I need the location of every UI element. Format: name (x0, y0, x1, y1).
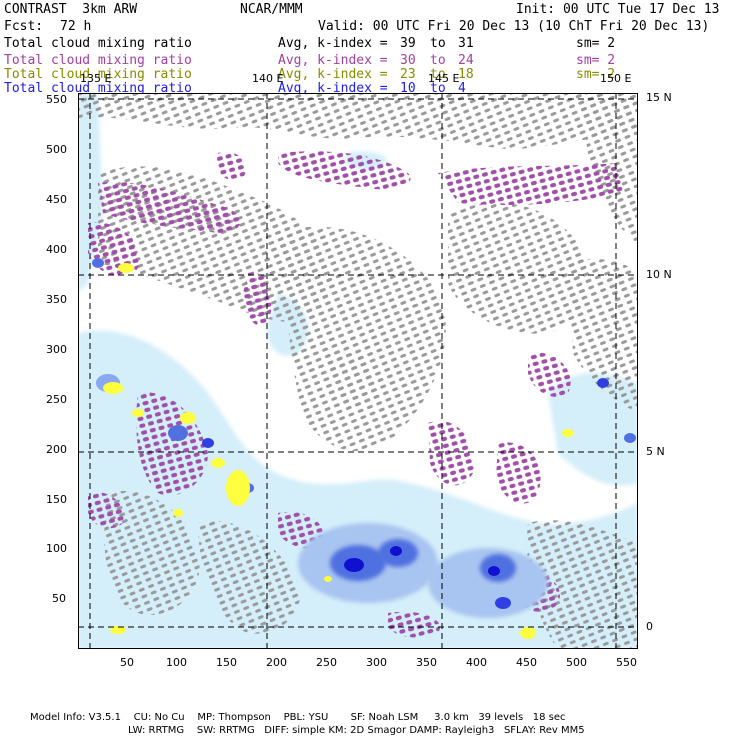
y-tick: 250 (46, 393, 67, 406)
model-info-line2: LW: RRTMG SW: RRTMG DIFF: simple KM: 2D … (128, 725, 585, 736)
forecast-label: Fcst: (4, 19, 44, 34)
x-tick: 200 (266, 656, 287, 669)
field-to-word: to (430, 53, 446, 68)
field-sm: sm= 2 (576, 53, 616, 68)
field-kindex: Avg, k-index = (278, 36, 388, 51)
yellow-cloud-layer (103, 263, 574, 639)
field-from: 39 (400, 36, 416, 51)
lat-label-5n: 5 N (646, 445, 665, 458)
x-tick: 500 (566, 656, 587, 669)
init-time: Init: 00 UTC Tue 17 Dec 13 (516, 2, 720, 17)
field-kindex: Avg, k-index = (278, 67, 388, 82)
field-to-word: to (430, 36, 446, 51)
map-plot (78, 93, 638, 649)
institution-label: NCAR/MMM (240, 2, 303, 17)
field-name: Total cloud mixing ratio (4, 67, 192, 82)
lon-label-140: 140 E (252, 72, 284, 85)
y-tick: 150 (46, 493, 67, 506)
lat-label-15n: 15 N (646, 91, 672, 104)
y-tick: 500 (46, 143, 67, 156)
field-from: 10 (400, 81, 416, 96)
field-kindex: Avg, k-index = (278, 53, 388, 68)
lon-label-150: 150 E (600, 72, 632, 85)
y-tick: 450 (46, 193, 67, 206)
y-tick: 400 (46, 243, 67, 256)
field-name: Total cloud mixing ratio (4, 53, 192, 68)
blue-cloud-layer (92, 258, 636, 618)
y-tick: 300 (46, 343, 67, 356)
lon-label-145: 145 E (428, 72, 460, 85)
x-tick: 50 (120, 656, 134, 669)
lat-lon-grid (78, 93, 638, 649)
field-to: 31 (458, 36, 474, 51)
field-to: 4 (458, 81, 466, 96)
lat-label-0: 0 (646, 620, 653, 633)
x-tick: 450 (516, 656, 537, 669)
x-tick: 250 (316, 656, 337, 669)
y-tick: 50 (52, 592, 66, 605)
plot-frame (78, 93, 638, 649)
x-tick: 300 (366, 656, 387, 669)
x-tick: 100 (166, 656, 187, 669)
model-info-line1: Model Info: V3.5.1 CU: No Cu MP: Thompso… (30, 712, 566, 723)
gray-cloud-layer (78, 93, 638, 649)
y-tick: 350 (46, 293, 67, 306)
forecast-hours: 72 h (60, 19, 92, 34)
model-title: CONTRAST 3km ARW (4, 2, 138, 17)
field-to: 18 (458, 67, 474, 82)
field-from: 30 (400, 53, 416, 68)
y-tick: 100 (46, 542, 67, 555)
y-tick: 200 (46, 443, 67, 456)
valid-time: Valid: 00 UTC Fri 20 Dec 13 (10 ChT Fri … (318, 19, 710, 34)
x-tick: 150 (216, 656, 237, 669)
field-sm: sm= 2 (576, 36, 616, 51)
lon-label-135: 135 E (80, 72, 112, 85)
field-name: Total cloud mixing ratio (4, 36, 192, 51)
field-to-word: to (430, 67, 446, 82)
x-tick: 400 (466, 656, 487, 669)
field-sm: sm= 2 (576, 67, 616, 82)
x-tick: 550 (616, 656, 637, 669)
lat-label-10n: 10 N (646, 268, 672, 281)
field-to-word: to (430, 81, 446, 96)
y-tick: 550 (46, 93, 67, 106)
field-to: 24 (458, 53, 474, 68)
field-kindex: Avg, k-index = (278, 81, 388, 96)
cloud-map (78, 93, 638, 649)
field-from: 23 (400, 67, 416, 82)
field-name: Total cloud mixing ratio (4, 81, 192, 96)
x-tick: 350 (416, 656, 437, 669)
